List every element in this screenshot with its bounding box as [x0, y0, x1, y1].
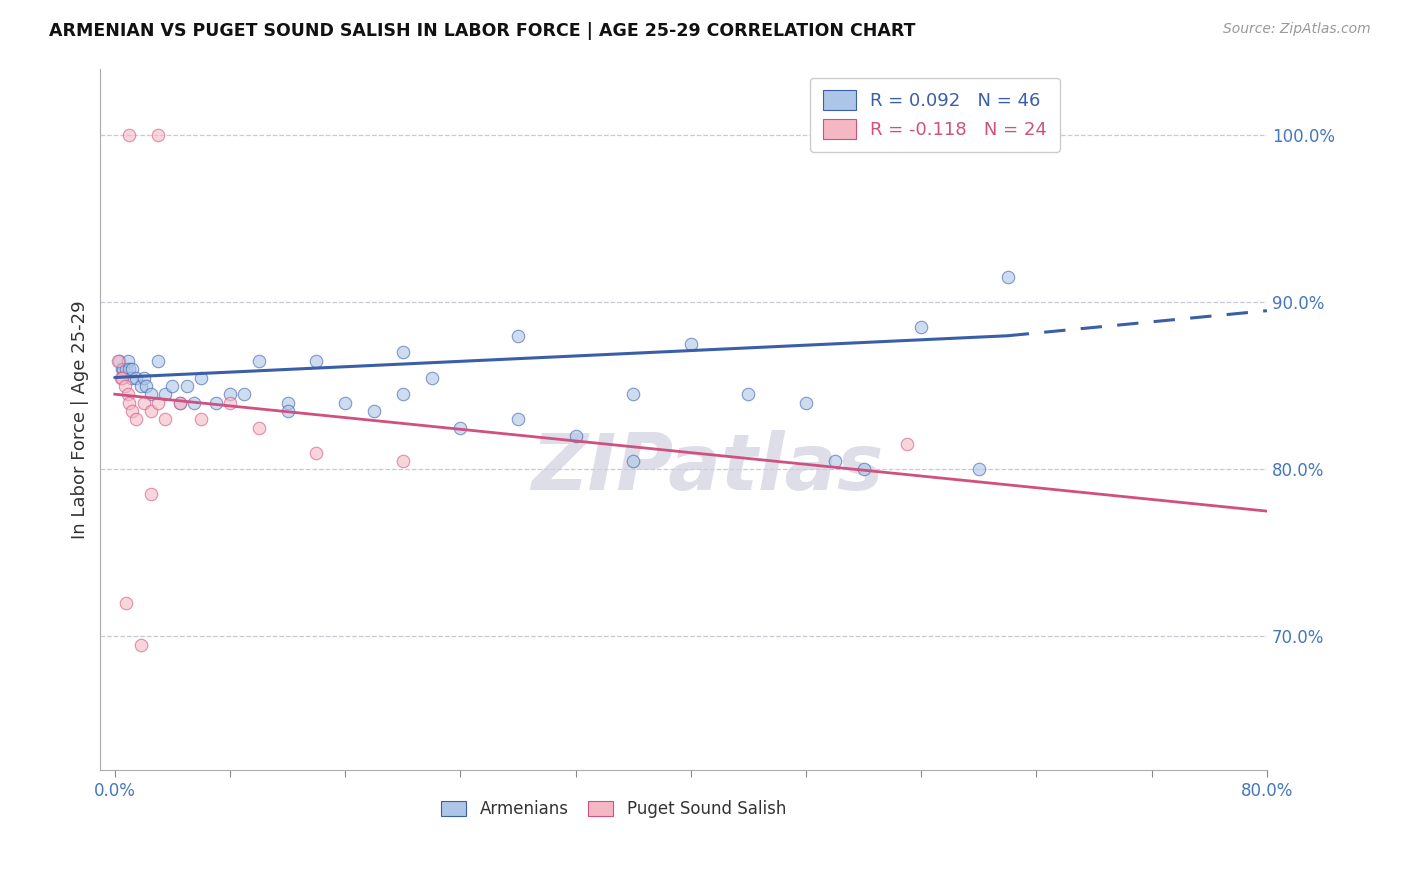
Point [139, 404, 162, 418]
Point [176, 379, 198, 393]
Point [190, 370, 212, 384]
Point [111, 362, 134, 376]
Point [135, 379, 157, 393]
Point [363, 404, 385, 418]
Point [112, 362, 135, 376]
Point [564, 429, 586, 443]
Point [117, 387, 139, 401]
Point [391, 345, 413, 359]
Point [449, 420, 471, 434]
Point [204, 395, 226, 409]
Point [506, 328, 529, 343]
Text: ZIPatlas: ZIPatlas [531, 430, 883, 507]
Point [997, 270, 1019, 285]
Point [115, 596, 138, 610]
Point [824, 454, 846, 468]
Point [621, 454, 644, 468]
Point [108, 353, 131, 368]
Point [305, 445, 328, 459]
Point [129, 379, 152, 393]
Point [117, 353, 139, 368]
Point [794, 395, 817, 409]
Point [169, 395, 191, 409]
Point [107, 353, 129, 368]
Point [910, 320, 932, 334]
Point [146, 128, 169, 143]
Point [183, 395, 205, 409]
Point [146, 353, 169, 368]
Point [852, 462, 875, 476]
Point [247, 353, 270, 368]
Point [967, 462, 990, 476]
Point [391, 454, 413, 468]
Point [506, 412, 529, 426]
Point [153, 387, 176, 401]
Point [114, 379, 136, 393]
Point [132, 370, 155, 384]
Point [247, 420, 270, 434]
Point [115, 362, 138, 376]
Point [621, 387, 644, 401]
Point [120, 370, 142, 384]
Point [129, 638, 152, 652]
Point [153, 412, 176, 426]
Point [111, 370, 134, 384]
Point [233, 387, 256, 401]
Point [335, 395, 357, 409]
Point [277, 404, 299, 418]
Point [169, 395, 191, 409]
Y-axis label: In Labor Force | Age 25-29: In Labor Force | Age 25-29 [72, 300, 89, 539]
Point [125, 370, 148, 384]
Point [139, 487, 162, 501]
Point [391, 387, 413, 401]
Point [679, 337, 702, 351]
Point [110, 370, 132, 384]
Point [305, 353, 328, 368]
Point [118, 395, 141, 409]
Point [162, 379, 184, 393]
Point [896, 437, 918, 451]
Point [219, 387, 242, 401]
Point [118, 128, 141, 143]
Point [125, 412, 148, 426]
Text: ARMENIAN VS PUGET SOUND SALISH IN LABOR FORCE | AGE 25-29 CORRELATION CHART: ARMENIAN VS PUGET SOUND SALISH IN LABOR … [49, 22, 915, 40]
Point [132, 395, 155, 409]
Point [121, 362, 143, 376]
Text: Source: ZipAtlas.com: Source: ZipAtlas.com [1223, 22, 1371, 37]
Point [277, 395, 299, 409]
Point [190, 412, 212, 426]
Point [219, 395, 242, 409]
Point [146, 395, 169, 409]
Point [420, 370, 443, 384]
Point [139, 387, 162, 401]
Legend: Armenians, Puget Sound Salish: Armenians, Puget Sound Salish [434, 794, 793, 825]
Point [121, 404, 143, 418]
Point [737, 387, 759, 401]
Point [118, 362, 141, 376]
